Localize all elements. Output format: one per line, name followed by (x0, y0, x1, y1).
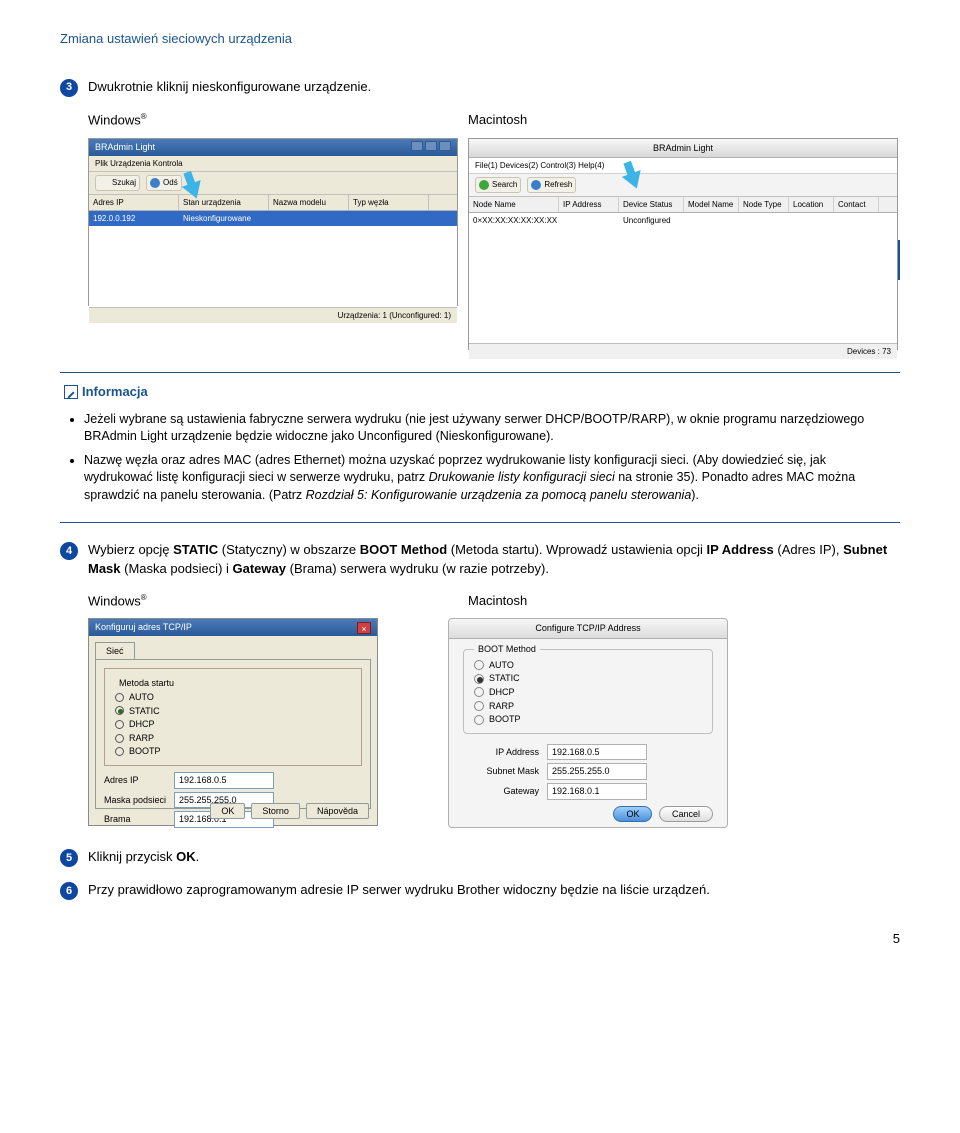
mask-input-mac[interactable]: 255.255.255.0 (547, 763, 647, 780)
mac-refresh-button[interactable]: Refresh (527, 177, 576, 192)
step-3-text: Dwukrotnie kliknij nieskonfigurowane urz… (88, 78, 900, 96)
os-labels-1: Windows® Macintosh (88, 111, 900, 130)
info-bullet-2: Nazwę węzła oraz adres MAC (adres Ethern… (84, 452, 896, 505)
win-dlg-tabstrip: Sieć (89, 636, 377, 660)
reg-mark-2: ® (141, 593, 147, 602)
win-table-row[interactable]: 192.0.0.192 Nieskonfigurowane (89, 211, 457, 226)
ok-button-mac[interactable]: OK (613, 806, 652, 823)
win-dlg-titlebar: Konfiguruj adres TCP/IP × (89, 619, 377, 636)
mac-search-button[interactable]: Search (475, 177, 521, 192)
mac-dlg-buttons: OK Cancel (463, 806, 713, 823)
dialog-mac-tcpip: Configure TCP/IP Address BOOT Method AUT… (448, 618, 728, 828)
radio-rarp-mac[interactable]: RARP (474, 700, 702, 713)
win-table-body: 192.0.0.192 Nieskonfigurowane (89, 211, 457, 307)
radio-bootp[interactable]: BOOTP (115, 745, 351, 758)
radio-dhcp[interactable]: DHCP (115, 718, 351, 731)
win-dlg-panel: Metoda startu AUTO STATIC DHCP RARP BOOT… (95, 659, 371, 809)
win-titlebar: BRAdmin Light (89, 139, 457, 157)
screenshot-windows-bradmin: BRAdmin Light Plik Urządzenia Kontrola S… (88, 138, 458, 306)
radio-auto[interactable]: AUTO (115, 691, 351, 704)
step-bullet-5: 5 (60, 849, 78, 867)
radio-auto-mac[interactable]: AUTO (474, 659, 702, 672)
help-button[interactable]: Nápověda (306, 803, 369, 820)
mac-table-header: Node Name IP Address Device Status Model… (469, 197, 897, 213)
field-ip: Adres IP 192.168.0.5 (104, 772, 362, 789)
page-header: Zmiana ustawień sieciowych urządzenia (60, 30, 900, 48)
field-ip-mac: IP Address 192.168.0.5 (463, 744, 713, 761)
ok-button[interactable]: OK (210, 803, 245, 820)
macintosh-label: Macintosh (468, 111, 527, 130)
radio-rarp[interactable]: RARP (115, 732, 351, 745)
radio-dhcp-mac[interactable]: DHCP (474, 686, 702, 699)
search-icon (479, 180, 489, 190)
win-toolbar: Szukaj Odś (89, 172, 457, 194)
macintosh-label-2: Macintosh (468, 592, 527, 611)
win-table-header: Adres IP Stan urządzenia Nazwa modelu Ty… (89, 195, 457, 211)
mac-menubar: File(1) Devices(2) Control(3) Help(4) (469, 158, 897, 174)
cancel-button-mac[interactable]: Cancel (659, 806, 713, 823)
win-dlg-tab[interactable]: Sieć (95, 642, 135, 660)
info-box: Informacja Jeżeli wybrane są ustawienia … (60, 372, 900, 524)
win-refresh-button[interactable]: Odś (146, 175, 182, 190)
mac-boot-method-group: BOOT Method AUTO STATIC DHCP RARP BOOTP (463, 649, 713, 734)
mac-statusbar: Devices : 73 (469, 343, 897, 359)
step-6: 6 Przy prawidłowo zaprogramowanym adresi… (60, 881, 900, 900)
step-bullet-3: 3 (60, 79, 78, 97)
mac-toolbar: Search Refresh (469, 174, 897, 196)
step-6-text: Przy prawidłowo zaprogramowanym adresie … (88, 881, 900, 899)
close-icon[interactable]: × (357, 622, 371, 634)
os-labels-2: Windows® Macintosh (88, 592, 900, 611)
radio-bootp-mac[interactable]: BOOTP (474, 713, 702, 726)
ip-input[interactable]: 192.168.0.5 (174, 772, 274, 789)
mac-dlg-panel: BOOT Method AUTO STATIC DHCP RARP BOOTP … (449, 639, 727, 832)
step-bullet-4: 4 (60, 542, 78, 560)
windows-label: Windows (88, 113, 141, 128)
mac-dlg-title: Configure TCP/IP Address (449, 619, 727, 639)
mac-title: BRAdmin Light (469, 139, 897, 159)
mac-table-body: 0×XX:XX:XX:XX:XX:XX Unconfigured Devices… (469, 213, 897, 359)
step-5: 5 Kliknij przycisk OK. (60, 848, 900, 867)
field-gateway-mac: Gateway 192.168.0.1 (463, 783, 713, 800)
win-statusbar: Urządzenia: 1 (Unconfigured: 1) (89, 307, 457, 323)
win-title: BRAdmin Light (95, 141, 155, 154)
refresh-icon (531, 180, 541, 190)
search-icon (99, 178, 109, 188)
radio-static[interactable]: STATIC (115, 705, 351, 718)
win-search-button[interactable]: Szukaj (95, 175, 140, 190)
ip-input-mac[interactable]: 192.168.0.5 (547, 744, 647, 761)
mac-table-row[interactable]: 0×XX:XX:XX:XX:XX:XX Unconfigured (469, 213, 897, 228)
refresh-icon (150, 178, 160, 188)
step-4: 4 Wybierz opcję STATIC (Statyczny) w obs… (60, 541, 900, 577)
dialogs-row: Konfiguruj adres TCP/IP × Sieć Metoda st… (88, 618, 900, 828)
windows-label-2: Windows (88, 593, 141, 608)
step-bullet-6: 6 (60, 882, 78, 900)
radio-static-mac[interactable]: STATIC (474, 672, 702, 685)
step-3: 3 Dwukrotnie kliknij nieskonfigurowane u… (60, 78, 900, 97)
step-5-text: Kliknij przycisk OK. (88, 848, 900, 866)
win-window-buttons (409, 141, 451, 155)
info-bullet-1: Jeżeli wybrane są ustawienia fabryczne s… (84, 411, 896, 446)
info-title: Informacja (64, 383, 154, 401)
win-boot-method-group: Metoda startu AUTO STATIC DHCP RARP BOOT… (104, 668, 362, 766)
win-menubar: Plik Urządzenia Kontrola (89, 156, 457, 172)
field-mask-mac: Subnet Mask 255.255.255.0 (463, 763, 713, 780)
reg-mark: ® (141, 112, 147, 121)
page-number: 5 (60, 930, 900, 948)
step-4-text: Wybierz opcję STATIC (Statyczny) w obsza… (88, 541, 900, 577)
note-icon (64, 385, 78, 399)
screenshot-mac-bradmin: BRAdmin Light File(1) Devices(2) Control… (468, 138, 898, 350)
gateway-input-mac[interactable]: 192.168.0.1 (547, 783, 647, 800)
dialog-windows-tcpip: Konfiguruj adres TCP/IP × Sieć Metoda st… (88, 618, 378, 826)
screenshots-row-1: BRAdmin Light Plik Urządzenia Kontrola S… (88, 138, 900, 350)
win-dlg-buttons: OK Storno Nápověda (210, 803, 369, 820)
cancel-button[interactable]: Storno (251, 803, 300, 820)
